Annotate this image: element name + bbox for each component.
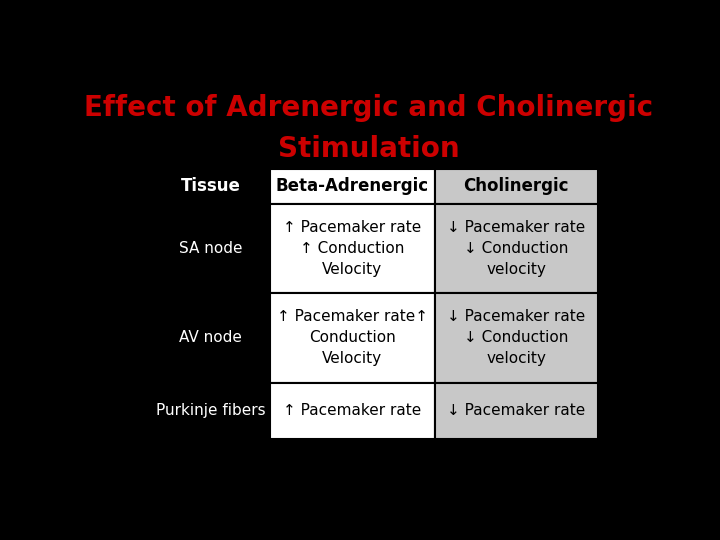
Text: Tissue: Tissue (181, 177, 240, 195)
Text: ↑ Pacemaker rate: ↑ Pacemaker rate (283, 403, 421, 418)
Text: ↓ Pacemaker rate
↓ Conduction
velocity: ↓ Pacemaker rate ↓ Conduction velocity (447, 309, 585, 367)
Text: Stimulation: Stimulation (278, 136, 460, 164)
Text: Cholinergic: Cholinergic (464, 177, 569, 195)
Bar (270, 293, 435, 382)
Bar (270, 382, 435, 439)
Bar (270, 168, 435, 204)
Text: Purkinje fibers: Purkinje fibers (156, 403, 266, 418)
Bar (151, 293, 270, 382)
Bar (151, 382, 270, 439)
Bar (270, 204, 435, 293)
Text: ↑ Pacemaker rate↑
Conduction
Velocity: ↑ Pacemaker rate↑ Conduction Velocity (276, 309, 428, 367)
Text: ↑ Pacemaker rate
↑ Conduction
Velocity: ↑ Pacemaker rate ↑ Conduction Velocity (283, 220, 421, 277)
Bar (151, 204, 270, 293)
Bar (435, 204, 598, 293)
Text: AV node: AV node (179, 330, 242, 346)
Bar (435, 382, 598, 439)
Bar (435, 168, 598, 204)
Text: SA node: SA node (179, 241, 242, 256)
Bar (151, 168, 270, 204)
Text: Effect of Adrenergic and Cholinergic: Effect of Adrenergic and Cholinergic (84, 94, 654, 122)
Text: ↓ Pacemaker rate
↓ Conduction
velocity: ↓ Pacemaker rate ↓ Conduction velocity (447, 220, 585, 277)
Text: Beta-Adrenergic: Beta-Adrenergic (276, 177, 429, 195)
Text: ↓ Pacemaker rate: ↓ Pacemaker rate (447, 403, 585, 418)
Bar (435, 293, 598, 382)
